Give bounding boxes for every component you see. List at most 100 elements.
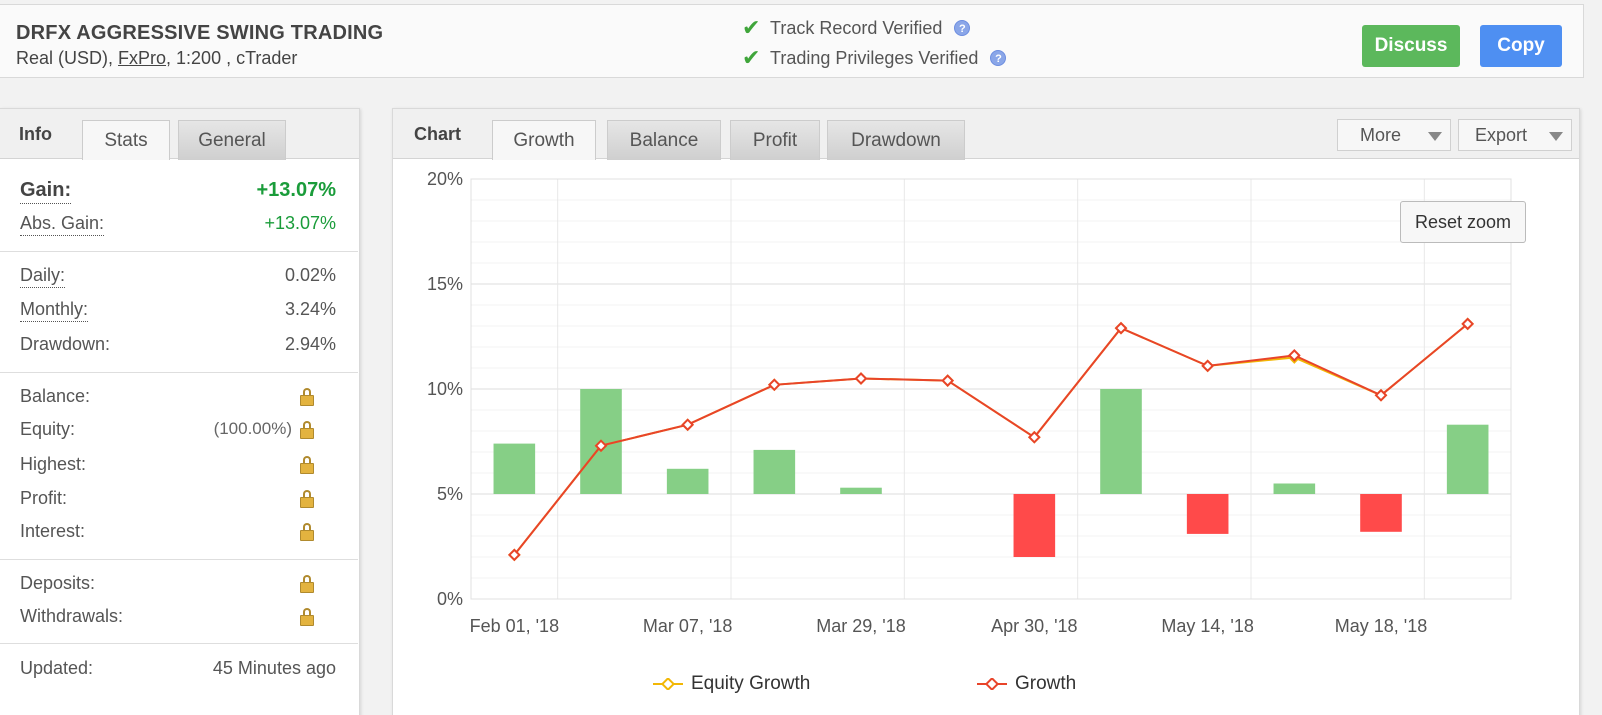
checkmark-icon: ✔: [742, 45, 761, 70]
account-platform: , 1:200 , cTrader: [166, 48, 298, 68]
monthly-value: 3.24%: [284, 299, 336, 319]
x-tick-label: May 18, '18: [1335, 616, 1428, 636]
bar-positive[interactable]: [493, 443, 536, 494]
tab-balance[interactable]: Balance: [607, 120, 721, 160]
updated-row: Updated: 45 Minutes ago: [20, 658, 336, 684]
interest-label: Interest:: [20, 521, 86, 541]
export-dropdown[interactable]: Export: [1458, 119, 1572, 151]
bar-positive[interactable]: [1273, 483, 1316, 495]
growth-point[interactable]: [1114, 321, 1128, 335]
chevron-down-icon: [1549, 132, 1563, 141]
y-tick-label: 0%: [437, 589, 463, 609]
growth-point[interactable]: [1201, 359, 1215, 373]
legend-equity-growth-label: Equity Growth: [691, 673, 811, 694]
growth-chart[interactable]: 0% 5% 10% 15% 20% Feb 01, '18 Mar 07, '18 Mar 2…: [393, 159, 1579, 715]
legend-equity-growth[interactable]: Equity Growth: [653, 673, 810, 695]
bar-positive[interactable]: [1446, 424, 1489, 494]
x-tick-label: Mar 07, '18: [643, 616, 732, 636]
lock-icon[interactable]: [300, 490, 314, 508]
growth-point[interactable]: [941, 374, 955, 387]
account-type: Real (USD),: [16, 48, 119, 68]
broker-link[interactable]: FxPro: [118, 48, 167, 68]
x-tick-label: May 14, '18: [1161, 616, 1254, 636]
checkmark-icon: ✔: [742, 15, 761, 40]
profit-label: Profit:: [20, 488, 68, 508]
tab-growth[interactable]: Growth: [492, 120, 596, 160]
tab-profit[interactable]: Profit: [730, 120, 820, 160]
tab-stats[interactable]: Stats: [82, 120, 170, 160]
lock-icon[interactable]: [300, 421, 314, 439]
deposits-row: Deposits:: [20, 573, 336, 599]
bar-positive[interactable]: [666, 468, 709, 494]
lock-icon[interactable]: [300, 523, 314, 541]
y-tick-label: 20%: [427, 169, 463, 189]
chart-panel: Chart Growth Balance Profit Drawdown Mor…: [392, 108, 1580, 715]
bar-negative[interactable]: [1013, 494, 1056, 557]
growth-point[interactable]: [1461, 317, 1475, 331]
abs-gain-row: Abs. Gain: +13.07%: [20, 213, 336, 239]
bar-positive[interactable]: [1100, 389, 1142, 494]
legend-growth[interactable]: Growth: [977, 673, 1076, 695]
tab-drawdown[interactable]: Drawdown: [827, 120, 965, 160]
growth-point[interactable]: [681, 418, 695, 432]
daily-value: 0.02%: [284, 265, 336, 285]
account-header: DRFX AGGRESSIVE SWING TRADING Real (USD)…: [0, 4, 1584, 78]
deposits-label: Deposits:: [20, 573, 96, 593]
growth-point[interactable]: [594, 439, 608, 453]
growth-point[interactable]: [1287, 349, 1301, 362]
trading-privileges-label: Trading Privileges Verified: [770, 47, 979, 68]
help-icon[interactable]: ?: [954, 20, 971, 36]
equity-label: Equity:: [20, 419, 76, 439]
gain-value: +13.07%: [256, 179, 336, 201]
withdrawals-label: Withdrawals:: [20, 606, 124, 626]
bar-positive[interactable]: [840, 487, 882, 494]
y-tick-label: 10%: [427, 379, 463, 399]
updated-value: 45 Minutes ago: [212, 658, 336, 678]
growth-line: [513, 323, 1469, 556]
tab-general[interactable]: General: [178, 120, 286, 160]
y-tick-label: 5%: [437, 484, 463, 504]
more-label: More: [1360, 125, 1402, 145]
y-tick-label: 15%: [427, 274, 463, 294]
legend-growth-label: Growth: [1015, 673, 1077, 694]
divider: [0, 559, 358, 560]
lock-icon[interactable]: [300, 456, 314, 474]
monthly-label[interactable]: Monthly:: [20, 299, 89, 322]
more-dropdown[interactable]: More: [1337, 119, 1451, 151]
bar-positive[interactable]: [753, 449, 796, 494]
legend-line-marker-icon: [977, 678, 1007, 690]
highest-row: Highest:: [20, 454, 336, 480]
help-icon[interactable]: ?: [990, 50, 1007, 66]
equity-row: Equity: (100.00%): [20, 419, 336, 445]
drawdown-label: Drawdown:: [20, 334, 111, 354]
chart-tabs: Chart Growth Balance Profit Drawdown Mor…: [393, 109, 1579, 160]
growth-point[interactable]: [854, 372, 868, 385]
growth-point[interactable]: [1374, 388, 1388, 402]
growth-point[interactable]: [767, 378, 781, 392]
trading-privileges-verified: ✔ Trading Privileges Verified ?: [742, 45, 1007, 70]
updated-label: Updated:: [20, 658, 94, 678]
bar-negative[interactable]: [1360, 494, 1402, 532]
reset-zoom-button[interactable]: Reset zoom: [1400, 201, 1526, 243]
gain-label[interactable]: Gain:: [20, 179, 72, 204]
abs-gain-label[interactable]: Abs. Gain:: [20, 213, 105, 236]
lock-icon[interactable]: [300, 575, 314, 593]
discuss-button[interactable]: Discuss: [1362, 25, 1460, 67]
bar-negative[interactable]: [1186, 494, 1229, 534]
legend-line-marker-icon: [653, 678, 683, 690]
daily-label[interactable]: Daily:: [20, 265, 66, 288]
balance-label: Balance:: [20, 386, 91, 406]
equity-percent: (100.00%): [213, 419, 292, 438]
account-subtitle: Real (USD), FxPro, 1:200 , cTrader: [16, 48, 297, 69]
chevron-down-icon: [1428, 132, 1442, 141]
x-tick-label: Apr 30, '18: [991, 616, 1077, 636]
abs-gain-value: +13.07%: [264, 213, 336, 233]
drawdown-row: Drawdown: 2.94%: [20, 334, 336, 360]
lock-icon[interactable]: [300, 388, 314, 406]
info-tabs: Info Stats General: [0, 109, 359, 160]
divider: [0, 643, 358, 644]
copy-button[interactable]: Copy: [1480, 25, 1562, 67]
lock-icon[interactable]: [300, 608, 314, 626]
growth-point[interactable]: [507, 548, 521, 562]
growth-point[interactable]: [1027, 430, 1041, 444]
